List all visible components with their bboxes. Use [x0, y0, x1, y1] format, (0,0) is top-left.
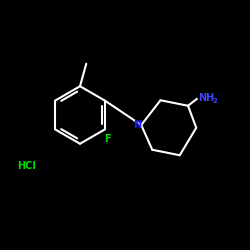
Text: N: N	[133, 120, 141, 130]
Text: 2: 2	[212, 98, 217, 104]
Text: NH: NH	[198, 93, 214, 103]
Text: F: F	[104, 134, 111, 144]
Text: HCl: HCl	[18, 161, 36, 171]
